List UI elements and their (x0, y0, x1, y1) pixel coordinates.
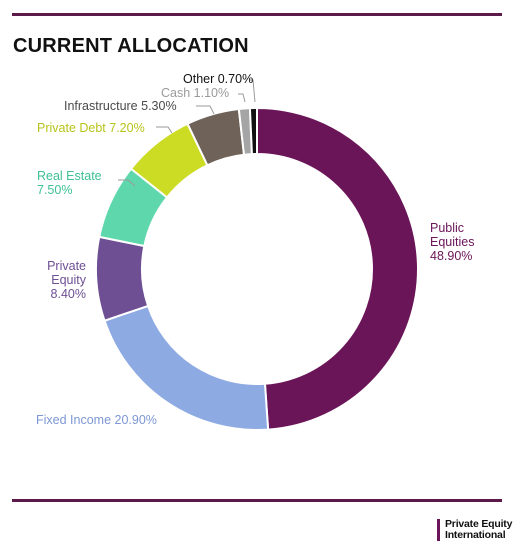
brand-logo: Private Equity International (437, 519, 512, 541)
slice-label-public-equities: Public Equities 48.90% (430, 221, 474, 263)
leader-line-private-debt (156, 126, 173, 134)
leader-line-cash (238, 93, 246, 103)
slice-other (248, 106, 258, 156)
chart-title: CURRENT ALLOCATION (13, 35, 249, 57)
slice-label-cash: Cash 1.10% (161, 86, 229, 100)
slice-label-other: Other 0.70% (183, 72, 253, 86)
brand-line-2: International (445, 529, 506, 541)
bottom-rule (12, 499, 502, 502)
slice-label-infrastructure: Infrastructure 5.30% (64, 99, 177, 113)
leader-line-other (250, 79, 256, 103)
slice-label-private-debt: Private Debt 7.20% (37, 121, 145, 135)
leader-line-infrastructure (196, 105, 215, 115)
slice-label-private-equity: Private Equity 8.40% (47, 259, 87, 301)
brand-line-1: Private Equity (445, 518, 513, 530)
top-rule (12, 13, 502, 16)
leader-line-real-estate (118, 179, 136, 187)
slice-label-fixed-income: Fixed Income 20.90% (36, 413, 157, 427)
slice-label-real-estate: Real Estate 7.50% (37, 169, 102, 197)
slice-public-equities (256, 106, 420, 431)
slice-private-equity (95, 235, 150, 322)
slice-fixed-income (103, 304, 270, 431)
